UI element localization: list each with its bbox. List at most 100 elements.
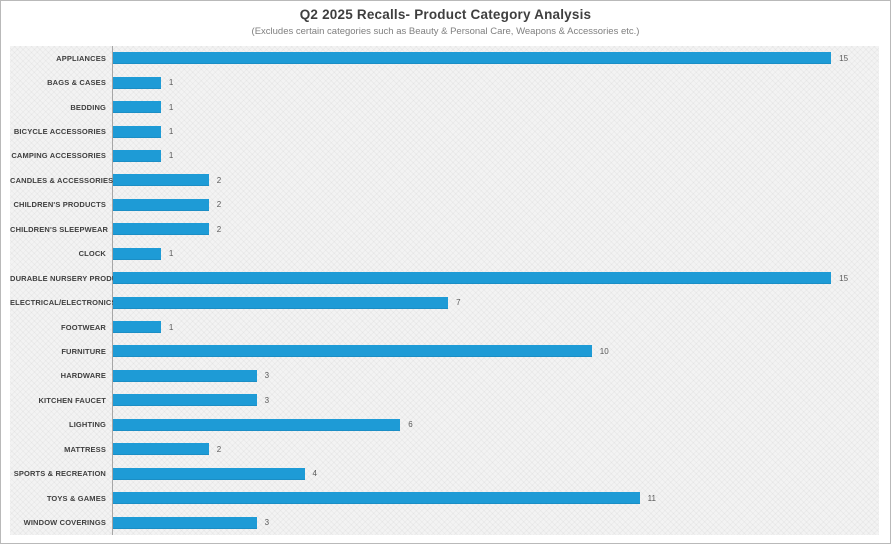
bar xyxy=(113,418,401,431)
bar xyxy=(113,76,161,89)
bar xyxy=(113,492,640,505)
bar-track: 6 xyxy=(113,418,879,431)
chart-row: ELECTRICAL/ELECTRONICS 7 xyxy=(10,290,879,314)
bar xyxy=(113,345,592,358)
category-label: MATTRESS xyxy=(64,444,106,454)
bar-track: 10 xyxy=(113,345,879,358)
bar xyxy=(113,198,209,211)
category-label: SPORTS & RECREATION xyxy=(13,469,106,479)
value-label: 11 xyxy=(647,493,656,503)
bar xyxy=(113,149,161,162)
bar-track: 2 xyxy=(113,223,879,236)
value-label: 10 xyxy=(599,346,609,356)
chart-row: FURNITURE 10 xyxy=(10,339,879,363)
bar xyxy=(113,394,257,407)
value-label: 15 xyxy=(839,53,849,63)
value-label: 3 xyxy=(264,395,270,405)
category-label: BICYCLE ACCESSORIES xyxy=(13,127,106,137)
bar-track: 1 xyxy=(113,125,879,138)
value-label: 2 xyxy=(216,224,222,234)
category-label: HARDWARE xyxy=(60,371,106,381)
category-label: DURABLE NURSERY PRODUCT xyxy=(10,273,128,283)
chart-row: MATTRESS 2 xyxy=(10,437,879,461)
category-label: CHILDREN'S SLEEPWEAR xyxy=(10,224,109,234)
category-label: KITCHEN FAUCET xyxy=(38,395,106,405)
chart-row: BEDDING 1 xyxy=(10,95,879,119)
value-label: 3 xyxy=(264,371,270,381)
value-label: 7 xyxy=(456,298,461,308)
value-label: 6 xyxy=(408,420,413,430)
chart-row: LIGHTING 6 xyxy=(10,413,879,437)
y-axis-line xyxy=(112,46,113,535)
category-label: WINDOW COVERINGS xyxy=(23,518,106,528)
value-label: 4 xyxy=(312,469,317,479)
bar xyxy=(113,174,209,187)
category-label: CANDLES & ACCESSORIES xyxy=(10,175,114,185)
bar-track: 7 xyxy=(113,296,879,309)
bar-track: 1 xyxy=(113,247,879,260)
bar-track: 3 xyxy=(113,369,879,382)
bar xyxy=(113,369,257,382)
bar-track: 3 xyxy=(113,394,879,407)
chart-row: SPORTS & RECREATION 4 xyxy=(10,461,879,485)
chart-row: FOOTWEAR 1 xyxy=(10,315,879,339)
bar-track: 1 xyxy=(113,76,879,89)
bar-track: 11 xyxy=(113,492,879,505)
bar-track: 1 xyxy=(113,321,879,334)
chart-row: APPLIANCES 15 xyxy=(10,46,879,70)
bar xyxy=(113,296,449,309)
chart-row: HARDWARE 3 xyxy=(10,364,879,388)
chart-row: BAGS & CASES 1 xyxy=(10,70,879,94)
chart-row: CHILDREN'S PRODUCTS 2 xyxy=(10,193,879,217)
bar-track: 4 xyxy=(113,467,879,480)
chart-title: Q2 2025 Recalls- Product Category Analys… xyxy=(299,7,592,22)
category-label: LIGHTING xyxy=(68,420,106,430)
chart-row: CLOCK 1 xyxy=(10,242,879,266)
chart-row: BICYCLE ACCESSORIES 1 xyxy=(10,119,879,143)
bar xyxy=(113,467,305,480)
bar xyxy=(113,101,161,114)
category-label: CAMPING ACCESSORIES xyxy=(11,151,106,161)
value-label: 15 xyxy=(839,273,849,283)
value-label: 1 xyxy=(168,127,174,137)
value-label: 1 xyxy=(168,102,174,112)
bar xyxy=(113,516,257,529)
category-label: BAGS & CASES xyxy=(47,78,106,88)
category-label: ELECTRICAL/ELECTRONICS xyxy=(10,298,117,308)
value-label: 2 xyxy=(216,200,222,210)
bar-track: 1 xyxy=(113,101,879,114)
category-label: CHILDREN'S PRODUCTS xyxy=(13,200,106,210)
bar-rows: APPLIANCES 15 BAGS & CASES 1 BEDDING 1 BICYCLE… xyxy=(10,46,879,535)
value-label: 1 xyxy=(168,322,174,332)
value-label: 2 xyxy=(216,175,222,185)
value-label: 1 xyxy=(168,151,174,161)
bar-track: 15 xyxy=(113,272,879,285)
chart-row: WINDOW COVERINGS 3 xyxy=(10,510,879,534)
bar xyxy=(113,272,832,285)
category-label: APPLIANCES xyxy=(56,53,106,63)
plot-area: APPLIANCES 15 BAGS & CASES 1 BEDDING 1 BICYCLE… xyxy=(10,46,879,535)
chart-row: TOYS & GAMES 11 xyxy=(10,486,879,510)
bar-track: 2 xyxy=(113,174,879,187)
bar-track: 2 xyxy=(113,443,879,456)
value-label: 1 xyxy=(168,78,174,88)
value-label: 1 xyxy=(168,249,174,259)
value-label: 3 xyxy=(264,518,270,528)
category-label: FOOTWEAR xyxy=(61,322,106,332)
chart-row: DURABLE NURSERY PRODUCT 15 xyxy=(10,266,879,290)
category-label: FURNITURE xyxy=(61,346,106,356)
category-label: BEDDING xyxy=(70,102,106,112)
chart-row: KITCHEN FAUCET 3 xyxy=(10,388,879,412)
bar-track: 1 xyxy=(113,149,879,162)
bar xyxy=(113,247,161,260)
bar xyxy=(113,443,209,456)
bar-track: 2 xyxy=(113,198,879,211)
category-label: TOYS & GAMES xyxy=(46,493,106,503)
bar xyxy=(113,52,832,65)
chart-row: CHILDREN'S SLEEPWEAR 2 xyxy=(10,217,879,241)
bar-track: 15 xyxy=(113,52,879,65)
bar xyxy=(113,321,161,334)
bar xyxy=(113,223,209,236)
chart-row: CANDLES & ACCESSORIES 2 xyxy=(10,168,879,192)
